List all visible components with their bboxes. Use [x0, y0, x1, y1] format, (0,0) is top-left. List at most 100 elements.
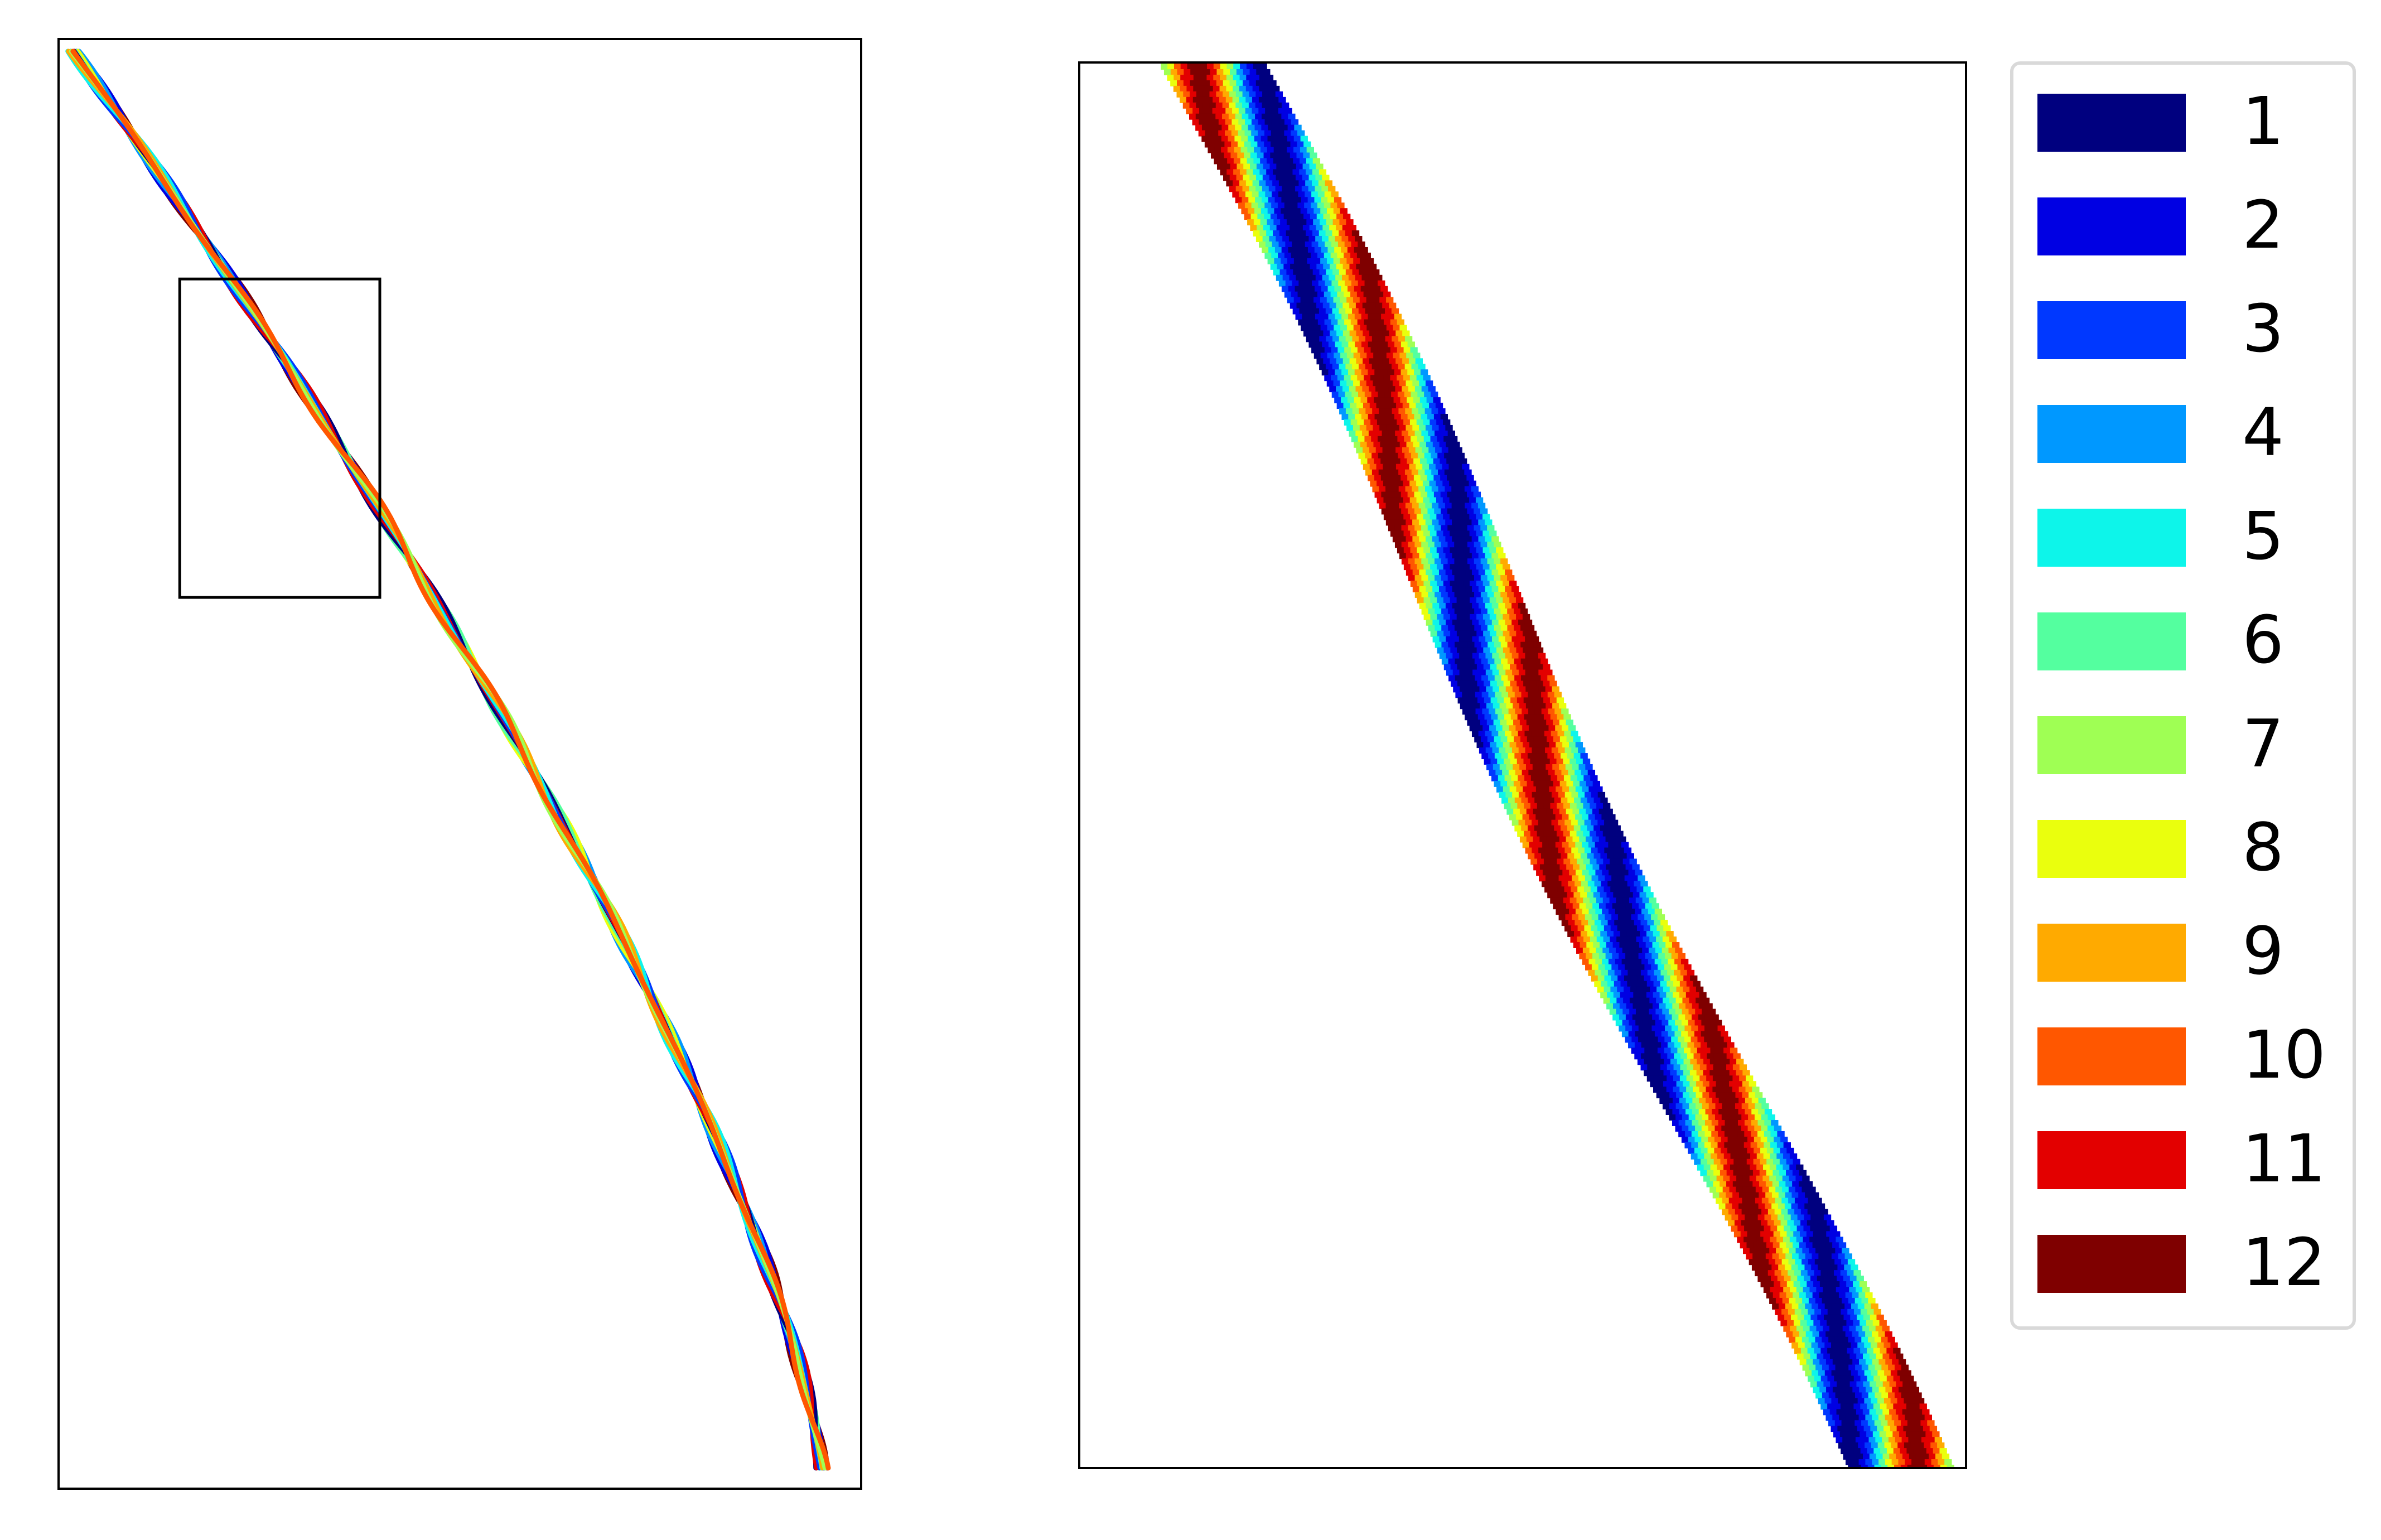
zoom-band-cell — [1495, 725, 1504, 732]
zoom-band-cell — [1475, 675, 1482, 682]
zoom-band-cell — [1392, 336, 1399, 342]
zoom-band-cell — [1328, 369, 1336, 376]
zoom-band-cell — [1509, 647, 1517, 654]
zoom-band-cell — [1339, 408, 1347, 414]
zoom-band-cell — [1517, 714, 1525, 721]
zoom-band-cell — [1507, 641, 1515, 648]
zoom-band-cell — [1410, 347, 1418, 354]
zoom-band-cell — [1437, 630, 1445, 637]
zoom-band-cell — [1558, 747, 1566, 754]
zoom-band-cell — [1362, 430, 1370, 437]
zoom-band-cell — [1545, 686, 1553, 693]
zoom-band-cell — [1640, 931, 1648, 938]
zoom-band-cell — [1561, 881, 1569, 887]
zoom-band-cell — [1745, 1203, 1753, 1210]
zoom-band-cell — [1756, 1248, 1764, 1254]
zoom-band-cell — [1695, 1125, 1703, 1132]
zoom-band-cell — [1872, 1459, 1880, 1466]
zoom-band-cell — [1866, 1348, 1875, 1354]
zoom-band-cell — [1853, 1270, 1861, 1277]
zoom-band-cell — [1358, 308, 1366, 315]
zoom-band-cell — [1388, 386, 1396, 393]
zoom-band-cell — [1489, 614, 1498, 620]
zoom-band-cell — [1622, 897, 1630, 904]
zoom-band-cell — [1380, 458, 1388, 465]
zoom-band-cell — [1427, 475, 1435, 481]
zoom-band-cell — [1242, 102, 1250, 109]
zoom-band-cell — [1365, 469, 1373, 476]
zoom-band-cell — [1325, 230, 1333, 237]
zoom-band-cell — [1258, 191, 1266, 198]
zoom-band-cell — [1551, 886, 1559, 893]
zoom-band-cell — [1523, 759, 1531, 765]
zoom-band-cell — [1390, 419, 1398, 426]
zoom-band-cell — [1746, 1170, 1754, 1176]
zoom-band-cell — [1739, 1064, 1747, 1071]
zoom-band-cell — [1456, 547, 1464, 554]
zoom-band-cell — [1574, 931, 1582, 938]
zoom-band-cell — [1653, 981, 1661, 987]
zoom-band-cell — [1452, 653, 1460, 659]
legend-item: 5 — [2013, 500, 2353, 612]
zoom-band-cell — [1443, 647, 1451, 654]
zoom-band-cell — [1804, 1214, 1812, 1221]
zoom-band-cell — [1504, 714, 1512, 721]
zoom-band-cell — [1524, 803, 1532, 809]
zoom-band-cell — [1682, 1114, 1690, 1121]
zoom-band-cell — [1793, 1331, 1800, 1338]
zoom-band-cell — [1428, 608, 1436, 615]
zoom-band-cell — [1492, 747, 1500, 754]
zoom-band-cell — [1592, 864, 1600, 871]
zoom-band-cell — [1530, 831, 1538, 837]
zoom-band-cell — [1582, 909, 1590, 915]
zoom-band-cell — [1588, 786, 1596, 793]
zoom-band-cell — [1774, 1220, 1782, 1227]
zoom-band-cell — [1329, 302, 1337, 309]
zoom-band-cell — [1480, 508, 1488, 515]
zoom-band-cell — [1262, 102, 1269, 109]
zoom-band-cell — [1714, 1031, 1722, 1037]
zoom-band-cell — [1876, 1353, 1884, 1360]
zoom-band-cell — [1917, 1442, 1925, 1449]
zoom-band-cell — [1248, 208, 1255, 215]
zoom-band-cell — [1805, 1242, 1814, 1249]
zoom-band-cell — [1752, 1253, 1760, 1260]
zoom-band-cell — [1260, 147, 1268, 153]
zoom-band-cell — [1366, 380, 1374, 387]
zoom-band-cell — [1590, 886, 1598, 893]
zoom-band-cell — [1554, 692, 1562, 698]
zoom-band-cell — [1814, 1270, 1822, 1277]
zoom-band-cell — [1471, 569, 1480, 576]
zoom-band-cell — [1655, 947, 1663, 954]
zoom-band-cell — [1870, 1381, 1877, 1388]
zoom-band-cell — [1428, 625, 1436, 631]
zoom-band-cell — [1533, 641, 1542, 648]
zoom-band-cell — [1453, 458, 1461, 465]
zoom-band-cell — [1470, 647, 1478, 654]
legend-swatch — [2037, 94, 2186, 152]
zoom-band-cell — [1540, 753, 1548, 760]
zoom-band-cell — [1786, 1292, 1794, 1298]
zoom-band-cell — [1749, 1248, 1757, 1254]
zoom-band-cell — [1851, 1342, 1858, 1349]
zoom-band-cell — [1385, 519, 1394, 526]
zoom-band-cell — [1924, 1459, 1933, 1466]
zoom-band-cell — [1761, 1114, 1769, 1121]
zoom-band-cell — [1832, 1331, 1840, 1338]
zoom-band-cell — [1799, 1231, 1808, 1238]
zoom-band-cell — [1561, 769, 1569, 776]
zoom-band-cell — [1445, 536, 1453, 543]
zoom-band-cell — [1306, 308, 1313, 315]
zoom-band-cell — [1608, 814, 1616, 820]
zoom-band-cell — [1410, 581, 1418, 587]
zoom-band-cell — [1349, 386, 1357, 393]
zoom-band-cell — [1214, 147, 1222, 153]
zoom-band-cell — [1476, 664, 1485, 670]
zoom-band-cell — [1325, 180, 1333, 187]
zoom-band-cell — [1532, 764, 1540, 770]
zoom-band-cell — [1647, 1064, 1655, 1071]
zoom-band-cell — [1485, 586, 1493, 592]
zoom-band-cell — [1308, 313, 1316, 320]
zoom-band-cell — [1786, 1158, 1794, 1165]
zoom-band-cell — [1419, 424, 1427, 431]
